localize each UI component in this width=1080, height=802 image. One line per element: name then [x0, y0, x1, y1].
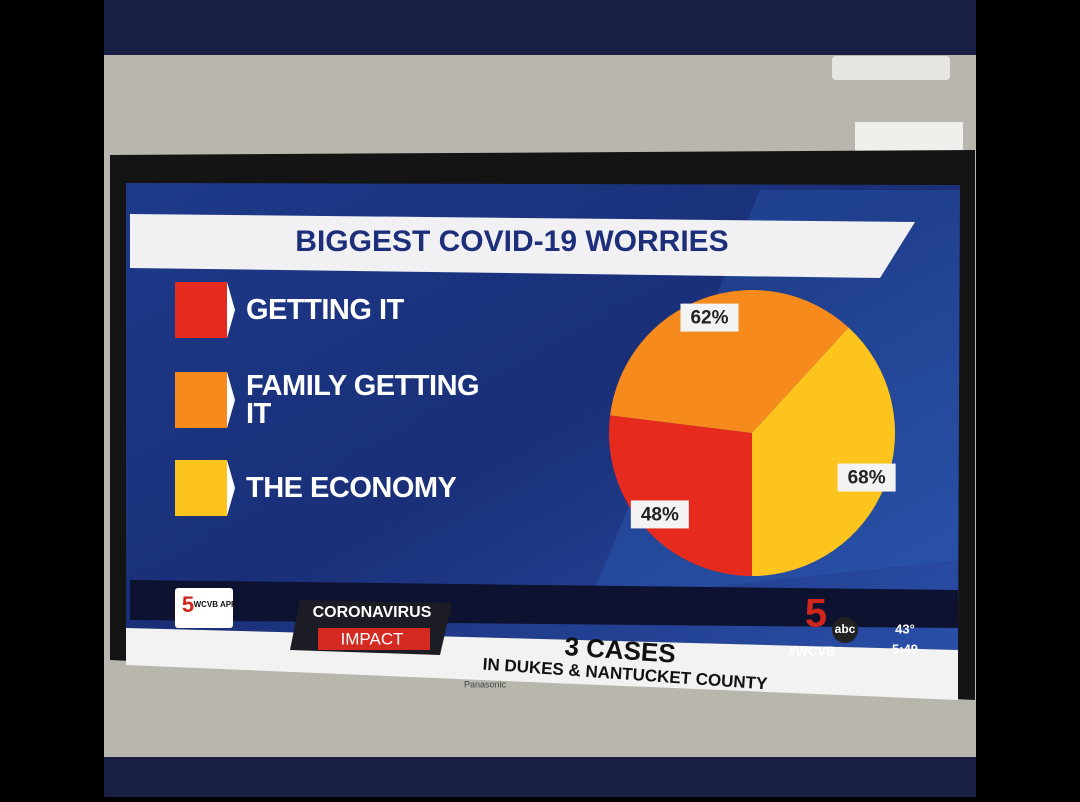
pie-slice	[609, 415, 752, 576]
thermostat	[832, 56, 950, 80]
legend-swatch	[175, 460, 227, 516]
legend-arrow	[227, 372, 235, 428]
legend-arrow	[227, 460, 235, 516]
chart-title: BIGGEST COVID-19 WORRIES	[295, 225, 728, 258]
time: 5:49	[892, 641, 918, 656]
legend-arrow	[227, 282, 235, 338]
app-badge	[175, 588, 233, 628]
value-label: 62%	[690, 308, 728, 329]
title-banner	[130, 214, 915, 278]
tv-brand: Panasonic	[464, 679, 507, 689]
pie-slice	[752, 327, 895, 576]
hashtag: #WCVB	[789, 643, 836, 658]
channel-logo: 5	[805, 592, 827, 636]
legend-label: GETTING IT	[246, 294, 404, 326]
legend-label: THE ECONOMY	[246, 472, 457, 504]
network: abc	[835, 622, 856, 636]
value-label-box	[837, 463, 896, 492]
temperature: 43°	[895, 621, 915, 636]
legend-swatch	[175, 372, 227, 428]
subtopic: IMPACT	[341, 629, 404, 648]
bottom-bar	[104, 757, 976, 797]
app-text: WCVB APP	[194, 600, 237, 609]
value-label-box	[630, 500, 689, 529]
app-logo: 5	[182, 592, 194, 617]
value-label: 68%	[848, 468, 886, 489]
outlet	[855, 122, 963, 152]
pie-slice	[610, 290, 849, 433]
legend-label: FAMILY GETTING IT	[246, 370, 480, 430]
impact-box	[318, 628, 430, 650]
legend-swatch	[175, 282, 227, 338]
network-circle	[832, 617, 858, 643]
top-bar	[104, 0, 976, 55]
topic: CORONAVIRUS	[313, 604, 432, 621]
value-label: 48%	[641, 504, 679, 525]
value-label-box	[680, 303, 739, 332]
